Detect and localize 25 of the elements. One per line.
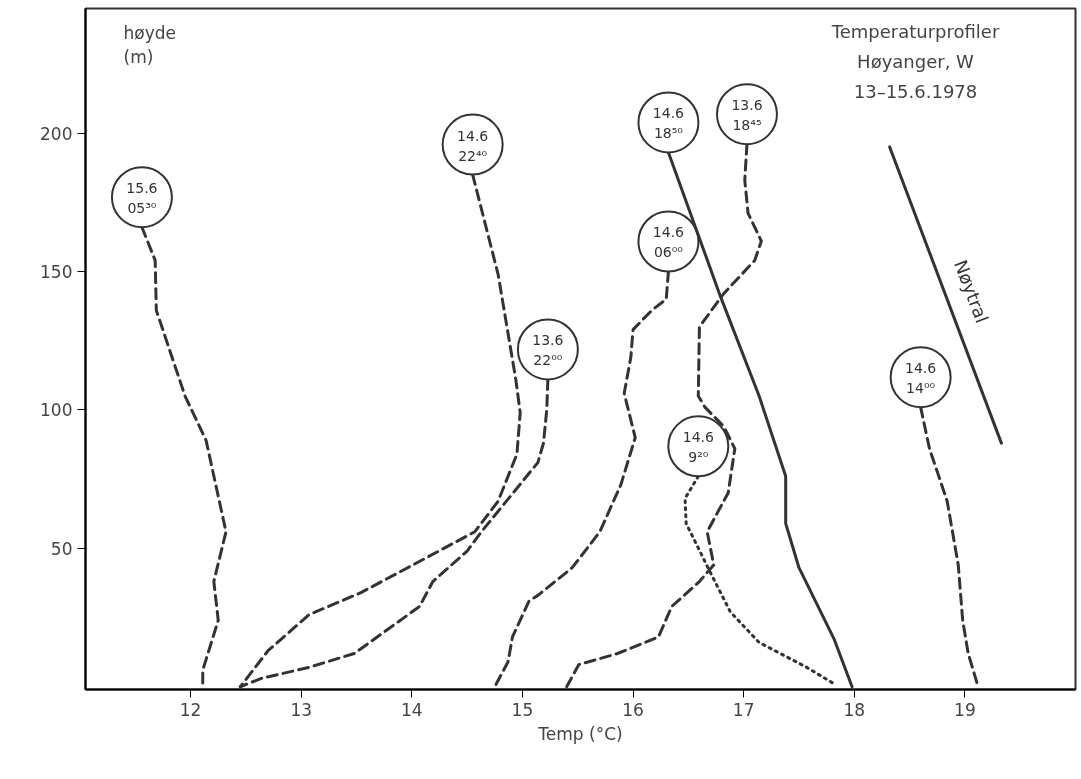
x-tick-label: 17	[732, 699, 755, 720]
x-tick-label: 13	[290, 699, 313, 720]
series-label: 14.6 9²⁰	[682, 429, 714, 466]
series-label: 14.6 06⁰⁰	[652, 224, 685, 261]
y-tick-label: 150	[40, 261, 73, 282]
x-tick-label: 15	[511, 699, 534, 720]
x-tick-label: 12	[179, 699, 202, 720]
series-label: 13.6 22⁰⁰	[532, 332, 564, 369]
x-tick-label: 18	[843, 699, 866, 720]
y-axis-title: høyde (m)	[123, 22, 176, 67]
series-label: 14.6 22⁴⁰	[457, 127, 489, 164]
annotation: 13–15.6.1978	[853, 80, 978, 102]
x-tick-label: 16	[622, 699, 644, 720]
y-tick-label: 50	[50, 538, 73, 559]
series-label: 13.6 18⁴⁵	[731, 97, 763, 134]
series-label: 14.6 18⁵⁰	[652, 105, 685, 142]
x-axis-title: Temp (°C)	[537, 723, 623, 744]
text: Høyanger, W	[857, 50, 975, 72]
y-tick-label: 100	[40, 400, 73, 421]
x-tick-label: 19	[954, 699, 976, 720]
text: Temperaturprofiler	[830, 20, 1000, 42]
series-label: 14.6 14⁰⁰	[905, 360, 937, 397]
x-tick-label: 14	[401, 699, 423, 720]
y-tick-label: 200	[40, 123, 73, 144]
series-label: 15.6 05³⁰	[126, 180, 158, 217]
